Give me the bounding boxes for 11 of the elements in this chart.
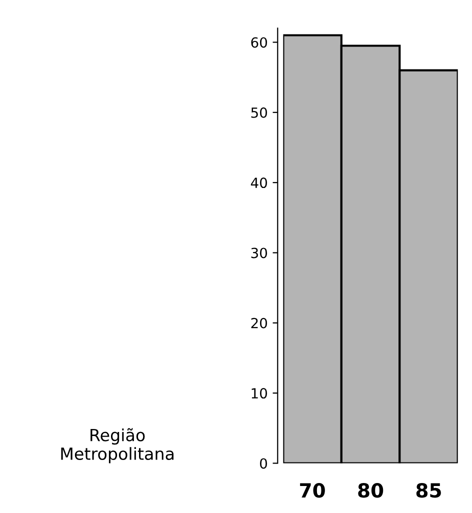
y-axis-title: Região Metropolitana (61, 428, 174, 464)
y-tick-label: 0 (260, 458, 267, 469)
x-tick-label: 80 (358, 483, 384, 498)
y-tick-label: 40 (250, 178, 267, 188)
x-tick-label: 85 (416, 483, 441, 498)
y-tick-label: 10 (252, 388, 267, 399)
x-tick-label: 70 (300, 483, 325, 498)
y-tick-label: 50 (251, 107, 267, 118)
y-tick-label: 60 (251, 37, 267, 48)
y-tick-label: 30 (251, 248, 267, 258)
y-tick-label: 20 (251, 318, 267, 328)
